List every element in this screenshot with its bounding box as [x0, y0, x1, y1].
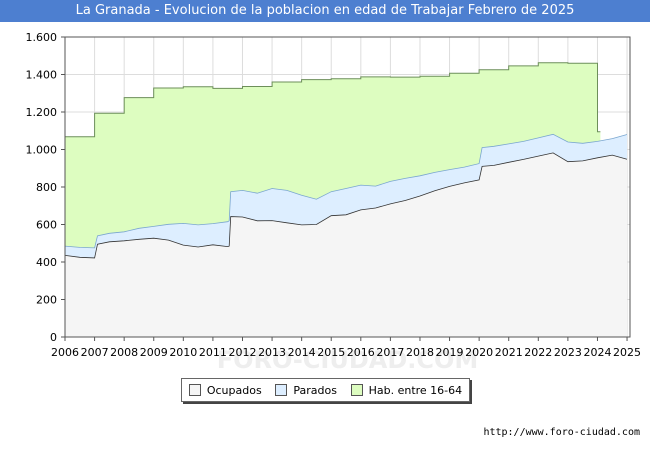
- x-tick-label: 2024: [583, 346, 611, 359]
- x-tick-label: 2016: [347, 346, 375, 359]
- x-tick-label: 2020: [465, 346, 493, 359]
- x-tick-label: 2025: [613, 346, 641, 359]
- legend-label-ocupados: Ocupados: [206, 383, 262, 397]
- y-tick-label: 1.400: [26, 69, 58, 82]
- legend-item-hab: Hab. entre 16-64: [350, 383, 463, 397]
- x-tick-label: 2006: [51, 346, 79, 359]
- y-tick-label: 1.200: [26, 106, 58, 119]
- x-tick-label: 2019: [436, 346, 464, 359]
- x-axis-ticks: 2006 2007 2008 2009 2010 2011 2012 2013 2014 2015…: [51, 337, 641, 359]
- legend-swatch-parados: [275, 384, 288, 396]
- y-axis-ticks: 0 200 400 600 800 1.000 1.200 1.400 1.600: [26, 31, 65, 344]
- x-tick-label: 2009: [140, 346, 168, 359]
- y-tick-label: 600: [36, 219, 57, 232]
- x-tick-label: 2008: [110, 346, 138, 359]
- ocupados-area: [65, 152, 627, 337]
- y-tick-label: 1.000: [26, 144, 58, 157]
- hab-entre-16-64-line: [65, 62, 601, 138]
- x-tick-label: 2018: [406, 346, 434, 359]
- x-tick-label: 2007: [81, 346, 109, 359]
- x-tick-label: 2021: [495, 346, 523, 359]
- x-tick-label: 2011: [199, 346, 227, 359]
- legend-swatch-hab: [350, 384, 363, 396]
- legend: Ocupados Parados Hab. entre 16-64: [181, 378, 470, 402]
- legend-swatch-ocupados: [188, 384, 201, 396]
- y-tick-label: 400: [36, 256, 57, 269]
- legend-item-parados: Parados: [275, 384, 337, 397]
- watermark: FORO-CIUDAD.COM: [217, 346, 479, 374]
- y-tick-label: 800: [36, 181, 57, 194]
- legend-item-ocupados: Ocupados: [188, 383, 262, 397]
- x-tick-label: 2012: [228, 346, 256, 359]
- x-tick-label: 2010: [169, 346, 197, 359]
- y-tick-label: 1.600: [26, 31, 58, 44]
- x-tick-label: 2015: [317, 346, 345, 359]
- source-url[interactable]: http://www.foro-ciudad.com: [483, 427, 640, 438]
- chart-title: La Granada - Evolucion de la poblacion e…: [0, 0, 650, 22]
- x-tick-label: 2013: [258, 346, 286, 359]
- x-tick-label: 2014: [288, 346, 316, 359]
- x-tick-label: 2017: [376, 346, 404, 359]
- legend-label-parados: Parados: [293, 383, 337, 397]
- x-tick-label: 2022: [524, 346, 552, 359]
- x-tick-label: 2023: [554, 346, 582, 359]
- ocupados-line: [64, 152, 628, 259]
- parados-line: [64, 133, 628, 249]
- y-tick-label: 200: [36, 294, 57, 307]
- legend-label-hab: Hab. entre 16-64: [368, 383, 463, 397]
- y-tick-label: 0: [50, 331, 57, 344]
